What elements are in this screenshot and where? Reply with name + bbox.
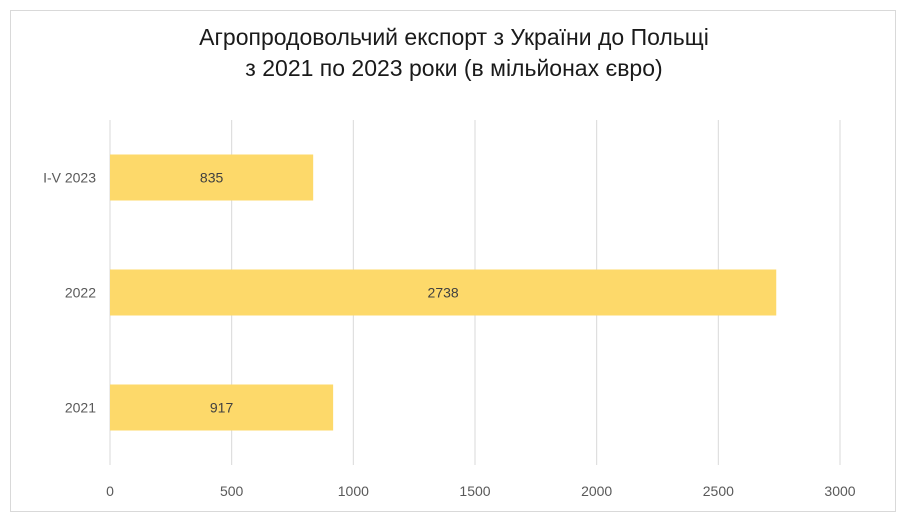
x-tick-label: 3000 [824, 483, 855, 499]
data-label: 2738 [428, 285, 459, 301]
data-label: 917 [210, 400, 234, 416]
x-tick-label: 2000 [581, 483, 612, 499]
bar [110, 154, 314, 201]
chart-title-line-2: з 2021 по 2023 роки (в мільйонах євро) [245, 55, 663, 81]
data-label: 835 [200, 170, 224, 186]
x-axis-tick-labels: 0 500 1000 1500 2000 2500 3000 [106, 483, 856, 499]
y-tick-label: 2022 [65, 285, 96, 301]
bar [110, 269, 777, 316]
x-tick-label: 1500 [459, 483, 490, 499]
bar [110, 384, 334, 431]
x-tick-label: 0 [106, 483, 114, 499]
y-tick-label: 2021 [65, 400, 96, 416]
x-tick-label: 500 [220, 483, 244, 499]
y-tick-label: I-V 2023 [43, 170, 96, 186]
chart-title-line-1: Агропродовольчий експорт з України до По… [199, 24, 709, 50]
x-tick-label: 2500 [703, 483, 734, 499]
y-axis-tick-labels: I-V 2023 2022 2021 [43, 170, 96, 416]
bars [110, 154, 777, 431]
chart-title: Агропродовольчий експорт з України до По… [0, 22, 908, 84]
data-labels: 835 2738 917 [200, 170, 459, 416]
x-tick-label: 1000 [338, 483, 369, 499]
